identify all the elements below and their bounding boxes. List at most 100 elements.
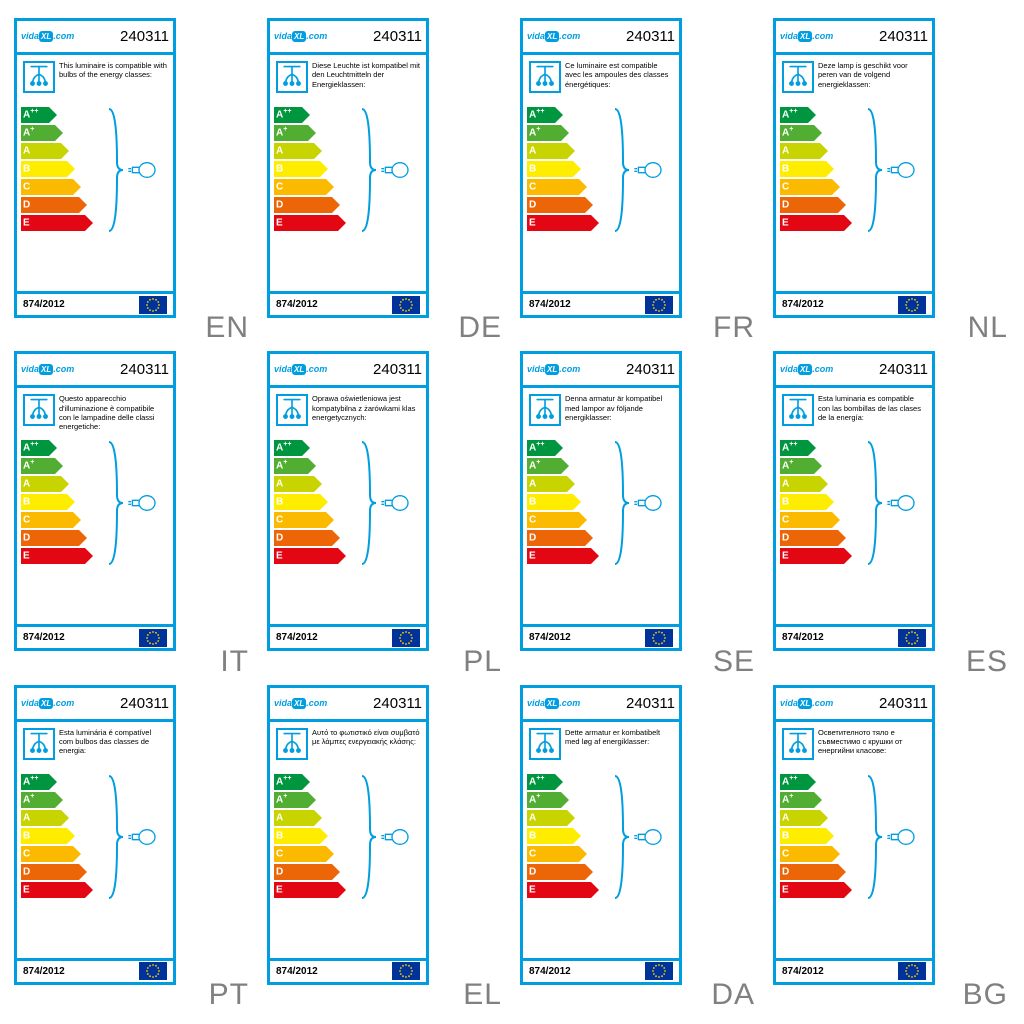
product-id: 240311	[373, 28, 422, 45]
eu-flag-icon	[144, 962, 162, 980]
bulb-icon	[127, 491, 159, 515]
eu-flag-icon	[650, 296, 668, 314]
bulb-icon	[380, 491, 412, 515]
label-footer: 874/2012	[17, 958, 173, 982]
luminaire-icon-box	[276, 394, 308, 426]
luminaire-icon-box	[23, 394, 55, 426]
chandelier-icon	[785, 731, 811, 757]
eu-flag-icon	[903, 962, 921, 980]
label-header: vidaXL.com 240311	[270, 688, 426, 722]
product-id: 240311	[879, 695, 928, 712]
regulation-number: 874/2012	[782, 632, 824, 643]
bracket-icon	[866, 107, 884, 233]
language-code: FR	[713, 311, 755, 345]
compatibility-text: Oprawa oświetleniowa jest kompatybilna z…	[312, 394, 420, 422]
eu-flag	[139, 629, 167, 647]
language-code: PT	[209, 978, 249, 1012]
bulb-icon	[886, 825, 918, 849]
bulb-icon	[886, 491, 918, 515]
chandelier-icon	[532, 731, 558, 757]
brand-logo: vidaXL.com	[527, 31, 580, 42]
bracket-icon	[613, 774, 631, 900]
language-code: DA	[711, 978, 755, 1012]
eu-flag-icon	[650, 629, 668, 647]
luminaire-icon-box	[782, 728, 814, 760]
bracket-icon	[360, 774, 378, 900]
eu-flag-icon	[397, 296, 415, 314]
bracket-icon	[107, 774, 125, 900]
label-footer: 874/2012	[523, 958, 679, 982]
eu-flag	[898, 962, 926, 980]
regulation-number: 874/2012	[529, 966, 571, 977]
regulation-number: 874/2012	[276, 966, 318, 977]
eu-flag	[898, 629, 926, 647]
compatibility-text: Ce luminaire est compatible avec les amp…	[565, 61, 673, 89]
regulation-number: 874/2012	[276, 299, 318, 310]
language-code: NL	[968, 311, 1008, 345]
eu-flag	[392, 629, 420, 647]
brand-logo: vidaXL.com	[21, 31, 74, 42]
compatibility-text: Dette armatur er kombatibelt med løg af …	[565, 728, 673, 747]
eu-flag	[139, 296, 167, 314]
language-code: PL	[463, 645, 502, 679]
label-footer: 874/2012	[776, 291, 932, 315]
energy-label-PL: vidaXL.com 240311 Oprawa oświetleniowa j…	[267, 351, 429, 651]
label-footer: 874/2012	[776, 624, 932, 648]
label-header: vidaXL.com 240311	[776, 21, 932, 55]
brand-logo: vidaXL.com	[21, 698, 74, 709]
regulation-number: 874/2012	[529, 299, 571, 310]
compatibility-text: Diese Leuchte ist kompatibel mit den Leu…	[312, 61, 420, 89]
chandelier-icon	[532, 397, 558, 423]
compatibility-text: Esta luminaria es compatible con las bom…	[818, 394, 926, 422]
eu-flag	[139, 962, 167, 980]
product-id: 240311	[879, 361, 928, 378]
product-id: 240311	[879, 28, 928, 45]
energy-label-FR: vidaXL.com 240311 Ce luminaire est compa…	[520, 18, 682, 318]
label-footer: 874/2012	[17, 291, 173, 315]
eu-flag	[645, 629, 673, 647]
chandelier-icon	[26, 731, 52, 757]
energy-label-EN: vidaXL.com 240311 This luminaire is comp…	[14, 18, 176, 318]
compatibility-text: Deze lamp is geschikt voor peren van de …	[818, 61, 926, 89]
label-footer: 874/2012	[776, 958, 932, 982]
label-footer: 874/2012	[523, 624, 679, 648]
product-id: 240311	[120, 361, 169, 378]
eu-flag-icon	[144, 629, 162, 647]
energy-class-arrows: A++ A+ A B C	[776, 436, 932, 564]
eu-flag	[392, 962, 420, 980]
product-id: 240311	[373, 695, 422, 712]
product-id: 240311	[120, 695, 169, 712]
language-code: BG	[963, 978, 1008, 1012]
eu-flag-icon	[397, 629, 415, 647]
luminaire-icon-box	[276, 728, 308, 760]
label-header: vidaXL.com 240311	[17, 21, 173, 55]
label-header: vidaXL.com 240311	[776, 354, 932, 388]
product-id: 240311	[626, 28, 675, 45]
energy-class-arrows: A++ A+ A B C	[523, 770, 679, 898]
chandelier-icon	[279, 397, 305, 423]
bracket-icon	[107, 440, 125, 566]
brand-logo: vidaXL.com	[274, 698, 327, 709]
energy-label-DE: vidaXL.com 240311 Diese Leuchte ist komp…	[267, 18, 429, 318]
chandelier-icon	[279, 64, 305, 90]
energy-class-arrows: A++ A+ A B C	[17, 103, 173, 231]
chandelier-icon	[785, 64, 811, 90]
energy-label-EL: vidaXL.com 240311 Αυτό το φωτιστικό είνα…	[267, 685, 429, 985]
brand-logo: vidaXL.com	[274, 31, 327, 42]
bulb-icon	[380, 158, 412, 182]
compatibility-text: Αυτό το φωτιστικό είναι συμβατό με λάμπε…	[312, 728, 420, 747]
label-footer: 874/2012	[270, 958, 426, 982]
bulb-icon	[633, 825, 665, 849]
brand-logo: vidaXL.com	[780, 698, 833, 709]
brand-logo: vidaXL.com	[274, 364, 327, 375]
brand-logo: vidaXL.com	[780, 364, 833, 375]
eu-flag-icon	[397, 962, 415, 980]
eu-flag-icon	[903, 296, 921, 314]
compatibility-text: Questo apparecchio d'illuminazione è com…	[59, 394, 167, 432]
luminaire-icon-box	[529, 394, 561, 426]
energy-class-arrows: A++ A+ A B C	[523, 436, 679, 564]
label-footer: 874/2012	[523, 291, 679, 315]
label-header: vidaXL.com 240311	[523, 688, 679, 722]
energy-label-BG: vidaXL.com 240311 Осветителното тяло е с…	[773, 685, 935, 985]
bracket-icon	[360, 107, 378, 233]
